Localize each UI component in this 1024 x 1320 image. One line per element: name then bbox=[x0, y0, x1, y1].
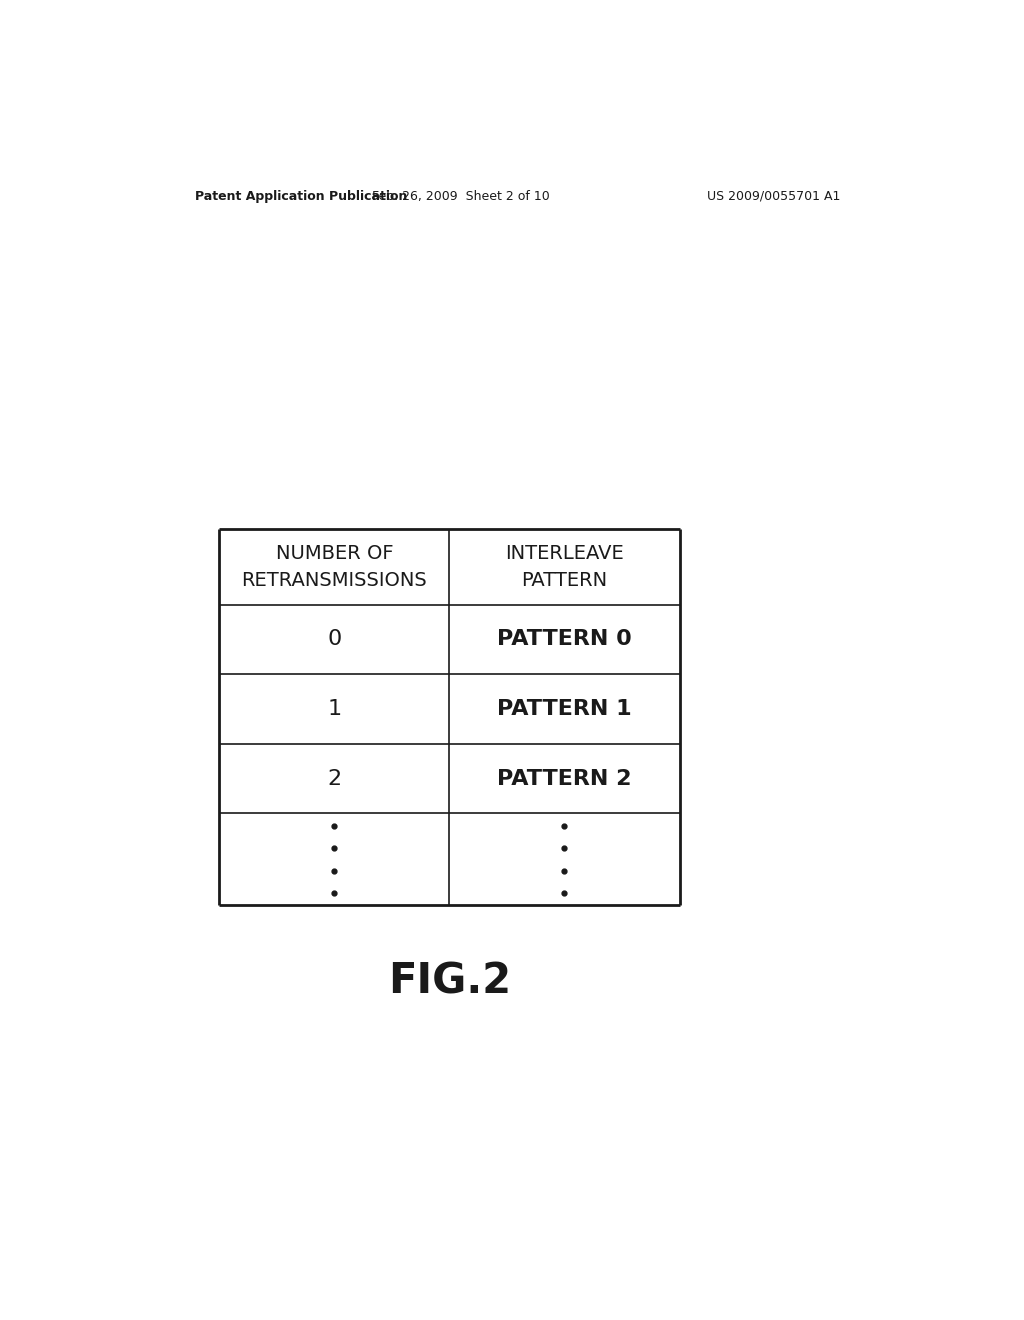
Text: 0: 0 bbox=[328, 630, 341, 649]
Text: INTERLEAVE
PATTERN: INTERLEAVE PATTERN bbox=[505, 544, 624, 590]
Text: 1: 1 bbox=[328, 700, 341, 719]
Text: 2: 2 bbox=[328, 768, 341, 788]
Text: NUMBER OF
RETRANSMISSIONS: NUMBER OF RETRANSMISSIONS bbox=[242, 544, 427, 590]
Text: PATTERN 0: PATTERN 0 bbox=[497, 630, 632, 649]
Text: FIG.2: FIG.2 bbox=[388, 961, 511, 1003]
Text: US 2009/0055701 A1: US 2009/0055701 A1 bbox=[708, 190, 841, 202]
Text: Patent Application Publication: Patent Application Publication bbox=[196, 190, 408, 202]
Text: PATTERN 1: PATTERN 1 bbox=[498, 700, 632, 719]
Text: PATTERN 2: PATTERN 2 bbox=[498, 768, 632, 788]
Text: Feb. 26, 2009  Sheet 2 of 10: Feb. 26, 2009 Sheet 2 of 10 bbox=[373, 190, 550, 202]
